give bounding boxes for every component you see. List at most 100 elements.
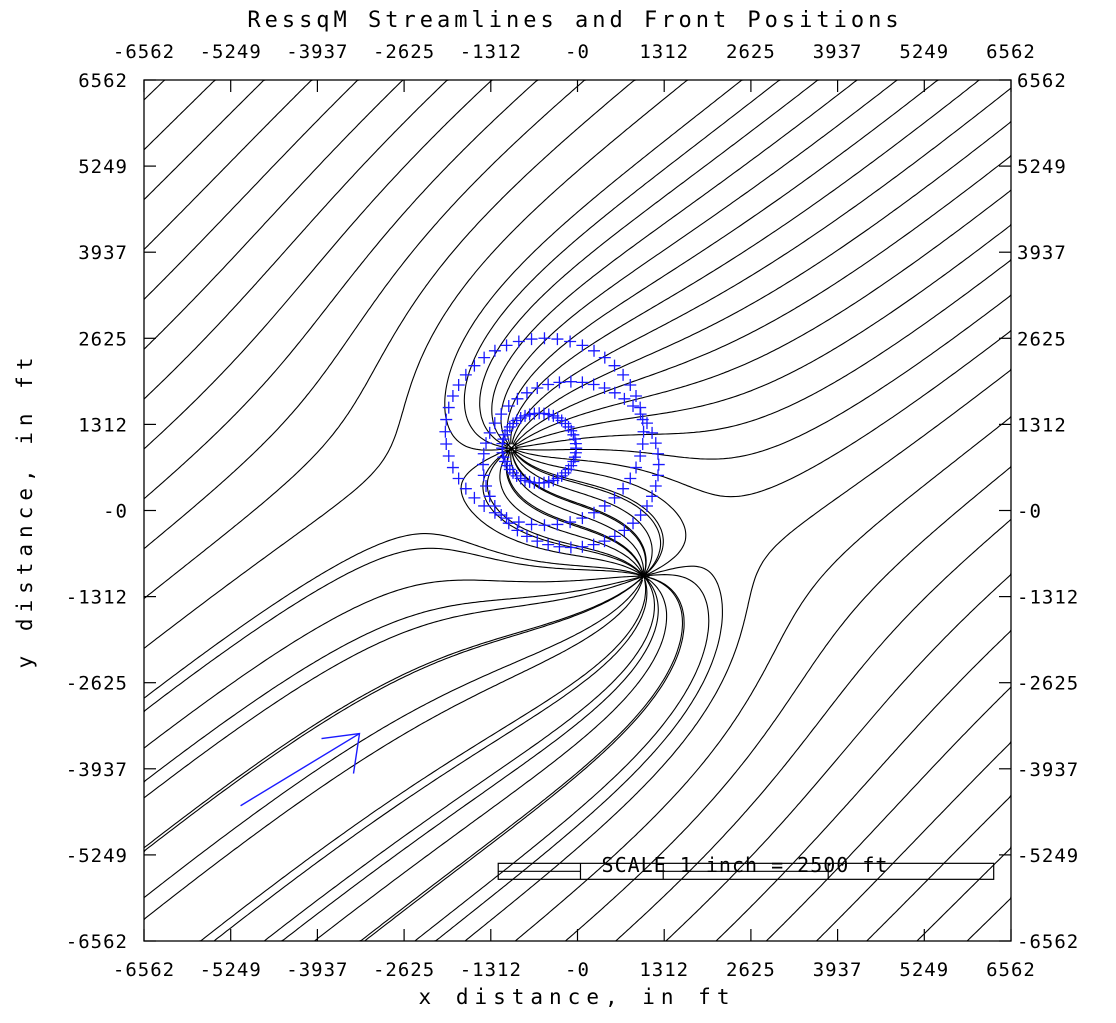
- front-marker: [447, 390, 459, 402]
- streamline: [766, 687, 1011, 941]
- front-marker: [478, 352, 490, 364]
- streamline: [144, 80, 313, 249]
- y-tick-label-right: -1312: [1017, 587, 1079, 609]
- front-marker: [551, 518, 563, 530]
- y-tick-label-left: 3937: [78, 242, 128, 264]
- front-marker: [609, 360, 621, 372]
- front-marker: [447, 462, 459, 474]
- front-marker: [599, 500, 611, 512]
- front-marker: [638, 426, 650, 438]
- front-marker: [484, 490, 496, 502]
- streamline: [144, 80, 449, 399]
- x-tick-label-top: 6562: [986, 41, 1036, 63]
- x-tick-label-top: -6562: [113, 41, 175, 63]
- front-marker: [588, 379, 600, 391]
- front-marker: [653, 459, 665, 471]
- streamline: [281, 579, 658, 941]
- x-tick-label-bottom: -5249: [200, 959, 262, 981]
- front-marker: [513, 516, 525, 528]
- front-marker: [618, 524, 630, 536]
- streamline: [515, 224, 1011, 447]
- front-marker: [484, 427, 496, 439]
- y-tick-label-left: -5249: [66, 845, 128, 867]
- x-tick-label-top: -5249: [200, 41, 262, 63]
- streamline: [144, 576, 643, 848]
- front-marker: [538, 332, 550, 344]
- front-marker: [503, 400, 515, 412]
- scale-label: SCALE 1 inch = 2500 ft: [602, 853, 889, 877]
- front-marker: [468, 492, 480, 504]
- front-marker: [617, 483, 629, 495]
- streamline: [144, 80, 492, 449]
- front-marker: [624, 473, 636, 485]
- front-marker: [652, 469, 664, 481]
- x-tick-label-bottom: 2625: [726, 959, 776, 981]
- y-tick-label-right: 5249: [1017, 156, 1067, 178]
- front-marker: [439, 426, 451, 438]
- streamline: [144, 576, 643, 798]
- front-marker: [627, 517, 639, 529]
- y-tick-label-right: 2625: [1017, 328, 1067, 350]
- x-tick-label-bottom: 1312: [639, 959, 689, 981]
- streamline: [515, 295, 1011, 459]
- front-marker: [650, 480, 662, 492]
- x-tick-label-bottom: -0: [565, 959, 590, 981]
- plot-frame: [144, 80, 1011, 941]
- front-marker: [576, 339, 588, 351]
- streamline: [144, 580, 643, 920]
- front-marker: [588, 345, 600, 357]
- y-tick-label-right: -6562: [1017, 931, 1079, 953]
- front-marker: [538, 519, 550, 531]
- axis-ticks: -6562-6562-5249-5249-3937-3937-2625-2625…: [66, 41, 1079, 981]
- front-marker: [440, 438, 452, 450]
- front-marker: [495, 408, 507, 420]
- front-marker: [646, 490, 658, 502]
- streamline: [144, 80, 403, 349]
- x-tick-label-top: -0: [565, 41, 590, 63]
- y-tick-label-left: -6562: [66, 931, 128, 953]
- x-tick-label-bottom: 6562: [986, 959, 1036, 981]
- front-marker: [599, 382, 611, 394]
- streamline: [515, 259, 1011, 448]
- streamline: [917, 846, 1011, 941]
- front-marker: [440, 414, 452, 426]
- streamline: [967, 897, 1011, 941]
- streamline: [144, 579, 641, 852]
- y-axis-label: y distance, in ft: [13, 352, 37, 669]
- streamline: [434, 566, 723, 941]
- front-marker: [477, 459, 489, 471]
- front-marker: [641, 500, 653, 512]
- front-marker: [564, 335, 576, 347]
- y-tick-label-left: 6562: [78, 70, 128, 92]
- front-marker: [521, 387, 533, 399]
- streamlines: [144, 80, 1011, 941]
- scale-bar: SCALE 1 inch = 2500 ft: [498, 853, 993, 879]
- streamline: [144, 534, 643, 699]
- front-marker: [650, 437, 662, 449]
- front-marker: [634, 402, 646, 414]
- y-tick-label-right: 3937: [1017, 242, 1067, 264]
- streamline: [144, 80, 688, 648]
- front-marker: [564, 516, 576, 528]
- x-tick-label-bottom: -3937: [286, 959, 348, 981]
- front-marker: [453, 473, 465, 485]
- x-tick-label-bottom: 3937: [813, 959, 863, 981]
- y-tick-label-left: -1312: [66, 587, 128, 609]
- front-marker: [576, 376, 588, 388]
- streamline: [507, 80, 938, 445]
- front-marker: [480, 480, 492, 492]
- x-tick-label-top: -1312: [460, 41, 522, 63]
- x-tick-label-bottom: -2625: [373, 959, 435, 981]
- front-marker: [609, 387, 621, 399]
- streamline: [512, 88, 1011, 444]
- front-marker: [630, 462, 642, 474]
- front-marker: [551, 333, 563, 345]
- streamline: [616, 519, 1011, 941]
- front-marker: [501, 339, 513, 351]
- regional-flow-arrow: [241, 734, 360, 806]
- y-tick-label-right: -5249: [1017, 845, 1079, 867]
- arrow-shaft: [241, 734, 360, 806]
- front-marker: [478, 500, 490, 512]
- front-marker: [443, 450, 455, 462]
